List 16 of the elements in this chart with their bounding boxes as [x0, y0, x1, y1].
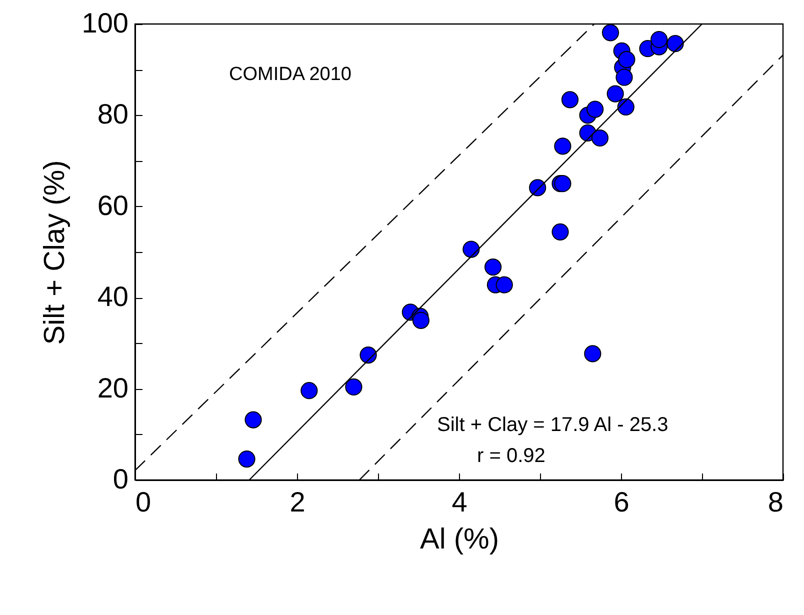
y-tick-label: 100 [82, 8, 128, 38]
y-tick-label: 80 [97, 98, 128, 130]
y-tick-label: 20 [97, 372, 128, 404]
y-axis-title: Silt + Clay (%) [38, 160, 71, 345]
x-tick-label: 6 [614, 486, 630, 518]
x-tick-label: 8 [768, 486, 784, 518]
x-tick-label: 4 [452, 486, 468, 518]
annotation: Silt + Clay = 17.9 Al - 25.3 [437, 414, 668, 436]
x-axis-title: Al (%) [420, 524, 499, 556]
x-tick-label: 2 [290, 486, 306, 518]
annotation: COMIDA 2010 [229, 64, 352, 85]
annotation: r = 0.92 [477, 445, 546, 467]
y-tick-label: 60 [97, 190, 128, 221]
x-tick-label: 0 [136, 486, 152, 518]
y-tick-label: 0 [112, 464, 128, 494]
y-tick-label: 40 [97, 281, 128, 312]
